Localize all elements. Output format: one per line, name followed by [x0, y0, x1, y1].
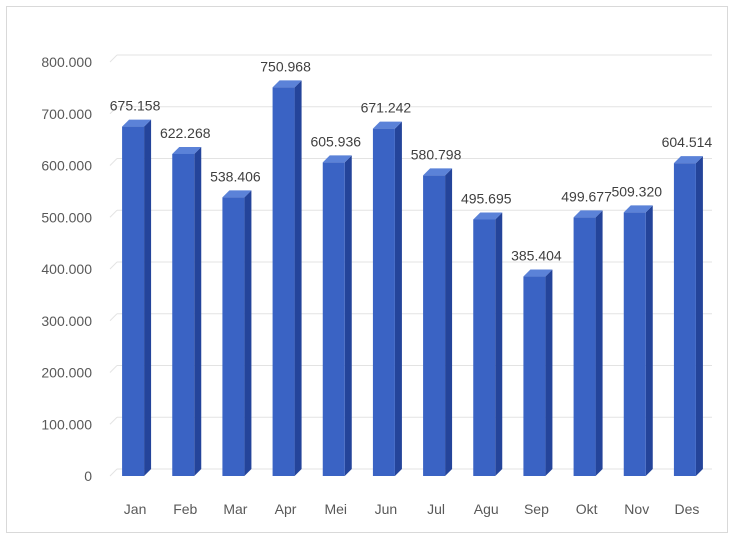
bar-top	[372, 121, 402, 129]
bar-side	[144, 119, 152, 476]
y-tick-label: 400.000	[41, 261, 92, 277]
bar-nov	[623, 205, 653, 477]
data-label: 604.514	[662, 134, 713, 150]
y-axis: 0 100.000 200.000 300.000 400.000 500.000 600.…	[41, 54, 92, 484]
bar-jan	[122, 119, 152, 476]
bar-top	[172, 146, 202, 154]
data-label: 538.406	[210, 168, 261, 184]
bars	[122, 80, 703, 477]
data-labels: 675.158 622.268 538.406 750.968 605.936 671.2…	[110, 58, 713, 263]
x-tick-label: Sep	[524, 501, 549, 517]
gridline-depth	[109, 365, 118, 373]
bar-front	[122, 126, 145, 476]
bar-top	[623, 205, 653, 213]
x-tick-label: Des	[674, 501, 699, 517]
x-tick-label: Agu	[474, 501, 499, 517]
x-tick-label: Mar	[223, 501, 247, 517]
bar-front	[322, 162, 345, 477]
bar-top	[222, 190, 252, 198]
bar-apr	[272, 80, 302, 477]
bar-side	[244, 190, 252, 477]
data-label: 605.936	[310, 133, 361, 149]
data-label: 509.320	[611, 183, 662, 199]
bar-agu	[473, 212, 503, 476]
bar-front	[172, 153, 195, 476]
bar-mar	[222, 190, 252, 477]
bar-top	[673, 156, 703, 164]
y-tick-label: 0	[84, 468, 92, 484]
x-tick-label: Mei	[324, 501, 347, 517]
x-tick-label: Jun	[375, 501, 398, 517]
y-tick-label: 500.000	[41, 209, 92, 225]
bar-front	[222, 197, 245, 477]
data-label: 671.242	[361, 100, 412, 116]
bar-side	[545, 269, 553, 476]
bar-side	[595, 210, 603, 476]
data-label: 675.158	[110, 98, 161, 114]
bar-side	[294, 80, 302, 477]
bar-top	[122, 119, 152, 127]
bar-top	[322, 155, 352, 163]
bar-side	[445, 168, 453, 476]
gridline-depth	[109, 209, 118, 218]
bar-side	[645, 205, 653, 477]
bar-top	[423, 168, 453, 176]
bar-top	[523, 269, 553, 277]
y-tick-label: 800.000	[41, 54, 92, 70]
bar-front	[673, 163, 696, 476]
bar-side	[695, 156, 703, 476]
data-label: 622.268	[160, 125, 211, 141]
y-tick-label: 700.000	[41, 106, 92, 122]
bar-jun	[372, 121, 402, 476]
bar-front	[423, 175, 446, 476]
bar-top	[573, 210, 603, 218]
x-tick-label: Nov	[624, 501, 649, 517]
bar-side	[495, 212, 503, 476]
bar-feb	[172, 146, 202, 476]
y-tick-label: 600.000	[41, 158, 92, 174]
bar-front	[473, 219, 496, 476]
bar-front	[272, 87, 295, 477]
gridline-depth	[109, 261, 118, 270]
bar-des	[673, 156, 703, 476]
bar-jul	[423, 168, 453, 476]
bar-top	[272, 80, 302, 88]
x-axis: Jan Feb Mar Apr Mei Jun Jul Agu Sep Okt Nov Des	[124, 501, 700, 517]
bar-sep	[523, 269, 553, 476]
x-tick-label: Jan	[124, 501, 147, 517]
gridline-depth	[109, 468, 118, 477]
data-label: 750.968	[260, 58, 311, 74]
gridline-depth	[109, 106, 118, 115]
y-tick-label: 300.000	[41, 313, 92, 329]
y-tick-label: 200.000	[41, 365, 92, 381]
bar-side	[344, 155, 352, 477]
data-label: 580.798	[411, 146, 462, 162]
data-label: 495.695	[461, 190, 512, 206]
gridline-depth	[109, 313, 118, 322]
x-tick-label: Feb	[173, 501, 197, 517]
x-tick-label: Jul	[427, 501, 445, 517]
bar-mei	[322, 155, 352, 477]
gridline-depth	[109, 416, 118, 425]
bar-front	[372, 128, 395, 476]
bar-front	[523, 276, 546, 476]
gridline-depth	[109, 54, 118, 63]
bar-okt	[573, 210, 603, 476]
y-tick-label: 100.000	[41, 416, 92, 432]
data-label: 385.404	[511, 248, 562, 264]
bar-top	[473, 212, 503, 220]
gridline-depth	[109, 158, 118, 166]
x-tick-label: Apr	[275, 501, 297, 517]
bar-front	[573, 217, 596, 476]
data-label: 499.677	[561, 188, 612, 204]
bar-side	[194, 146, 202, 476]
x-tick-label: Okt	[576, 501, 598, 517]
gridlines	[109, 54, 712, 477]
bar-side	[394, 121, 402, 476]
bar-front	[623, 212, 646, 477]
